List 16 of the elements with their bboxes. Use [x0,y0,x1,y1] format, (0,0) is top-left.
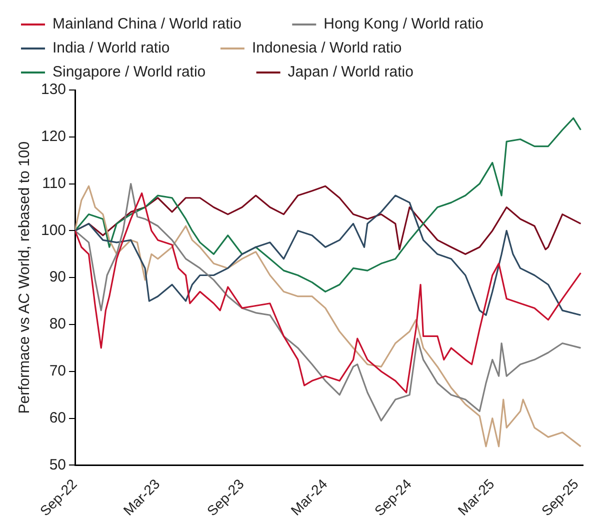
y-tick-label: 100 [40,222,66,239]
legend-label: Hong Kong / World ratio [324,16,526,33]
y-tick-label: 50 [49,456,66,474]
y-tick-label: 120 [40,128,66,146]
legend-label: Singapore / World ratio [52,64,248,81]
legend-label: India / World ratio [52,40,212,57]
y-axis-title: Performace vs AC World, rebased to 100 [16,141,34,414]
y-tick-label: 130 [40,81,66,98]
y-tick-label: 70 [49,362,66,380]
y-tick-label: 90 [49,268,66,286]
legend-label: Japan / World ratio [288,64,456,81]
y-tick-label: 110 [42,174,66,192]
y-tick-label: 60 [49,409,66,426]
legend-label: Indonesia / World ratio [252,40,444,57]
y-tick-label: 80 [49,316,66,333]
legend-label: Mainland China / World ratio [52,16,284,33]
